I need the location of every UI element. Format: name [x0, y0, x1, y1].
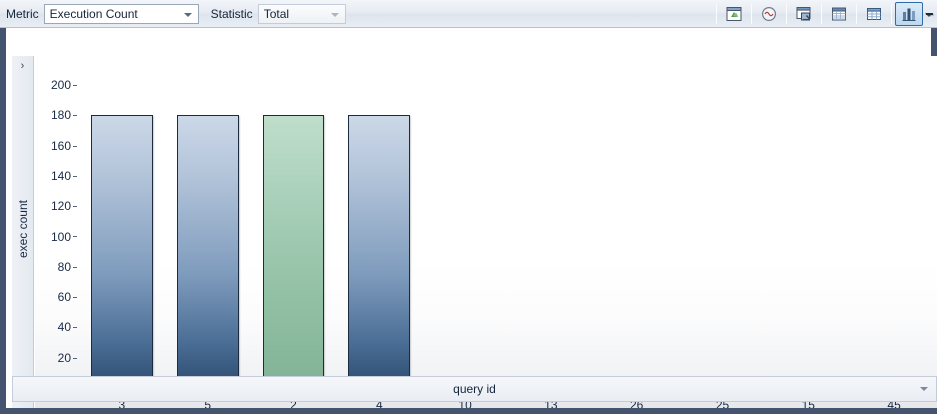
- y-axis-tick-label: 20: [58, 351, 77, 365]
- y-axis-tick-label: 180: [51, 108, 77, 122]
- refresh-icon: [726, 6, 742, 21]
- y-axis-tick-label: 100: [51, 230, 77, 244]
- panel-expander-chevron-icon[interactable]: ›: [20, 60, 25, 72]
- export-icon: [796, 6, 811, 20]
- refresh-icon-button[interactable]: [720, 2, 748, 26]
- chevron-down-icon: [925, 12, 933, 17]
- chart-body: › exec count 020406080100120140160180200…: [0, 28, 937, 414]
- toolbar-separator: [751, 3, 752, 24]
- grid-view-icon: [832, 7, 846, 20]
- chart-bar[interactable]: [262, 115, 325, 388]
- toolbar-separator: [856, 3, 857, 24]
- toolbar-separator: [891, 3, 892, 24]
- y-axis-tick-label: 120: [51, 199, 77, 213]
- y-axis-tick-label: 60: [58, 290, 77, 304]
- toolbar-button-group: [713, 1, 937, 26]
- y-axis-title: exec count: [15, 200, 30, 259]
- toolbar-separator: [821, 3, 822, 24]
- overflow-bar: [925, 12, 933, 15]
- toolbar: Metric Execution Count Statistic Total: [0, 0, 937, 28]
- chevron-down-icon: [183, 12, 192, 17]
- x-axis-tick-label: 5: [204, 398, 212, 408]
- x-axis-tick-label: 25: [715, 398, 730, 408]
- y-axis-tick-label: 160: [51, 139, 77, 153]
- grid-view-icon-button[interactable]: [825, 2, 853, 26]
- x-axis-tick-label: 3: [118, 398, 126, 408]
- bar-chart-view-icon: [902, 8, 916, 21]
- plot-area[interactable]: 020406080100120140160180200 352410132625…: [35, 56, 937, 408]
- statistic-dropdown-value: Total: [263, 6, 290, 21]
- bar-chart-view-icon-button[interactable]: [895, 1, 923, 26]
- x-axis-tick-label: 26: [630, 398, 644, 408]
- x-axis-title-bar[interactable]: query id: [12, 376, 937, 402]
- metric-label: Metric: [6, 6, 39, 21]
- y-axis-tick-label: 200: [51, 78, 77, 92]
- statistic-label: Statistic: [210, 6, 253, 21]
- metric-dropdown[interactable]: Execution Count: [43, 3, 199, 24]
- y-axis-panel[interactable]: › exec count: [12, 56, 34, 408]
- toolbar-separator: [786, 3, 787, 24]
- x-axis-tick-label: 10: [458, 398, 472, 408]
- chart-bar[interactable]: [176, 115, 239, 388]
- table-view-icon: [867, 7, 881, 20]
- y-axis-tick-labels: 020406080100120140160180200: [35, 56, 79, 408]
- metric-dropdown-value: Execution Count: [49, 6, 138, 21]
- x-axis-title: query id: [453, 382, 496, 396]
- y-axis-tick-label: 40: [58, 320, 77, 334]
- x-axis-tick-label: 15: [801, 398, 815, 408]
- toolbar-separator: [716, 3, 717, 24]
- export-icon-button[interactable]: [790, 2, 818, 26]
- x-axis-tick-label: 13: [544, 398, 558, 408]
- toolbar-overflow-button[interactable]: [923, 2, 935, 26]
- y-axis-tick-label: 80: [58, 260, 77, 274]
- x-axis-tick-label: 4: [375, 398, 383, 408]
- chart-bar[interactable]: [348, 115, 411, 388]
- x-axis-tick-label: 2: [290, 398, 297, 408]
- chevron-down-icon[interactable]: [920, 387, 928, 391]
- statistic-dropdown[interactable]: Total: [257, 3, 346, 24]
- chevron-down-icon: [330, 12, 339, 17]
- table-view-icon-button[interactable]: [860, 2, 888, 26]
- stop-icon: [761, 6, 777, 21]
- stop-icon-button[interactable]: [755, 2, 783, 26]
- chart-bar[interactable]: [91, 115, 153, 388]
- y-axis-tick-label: 140: [51, 169, 77, 183]
- x-axis-tick-label: 45: [887, 398, 901, 408]
